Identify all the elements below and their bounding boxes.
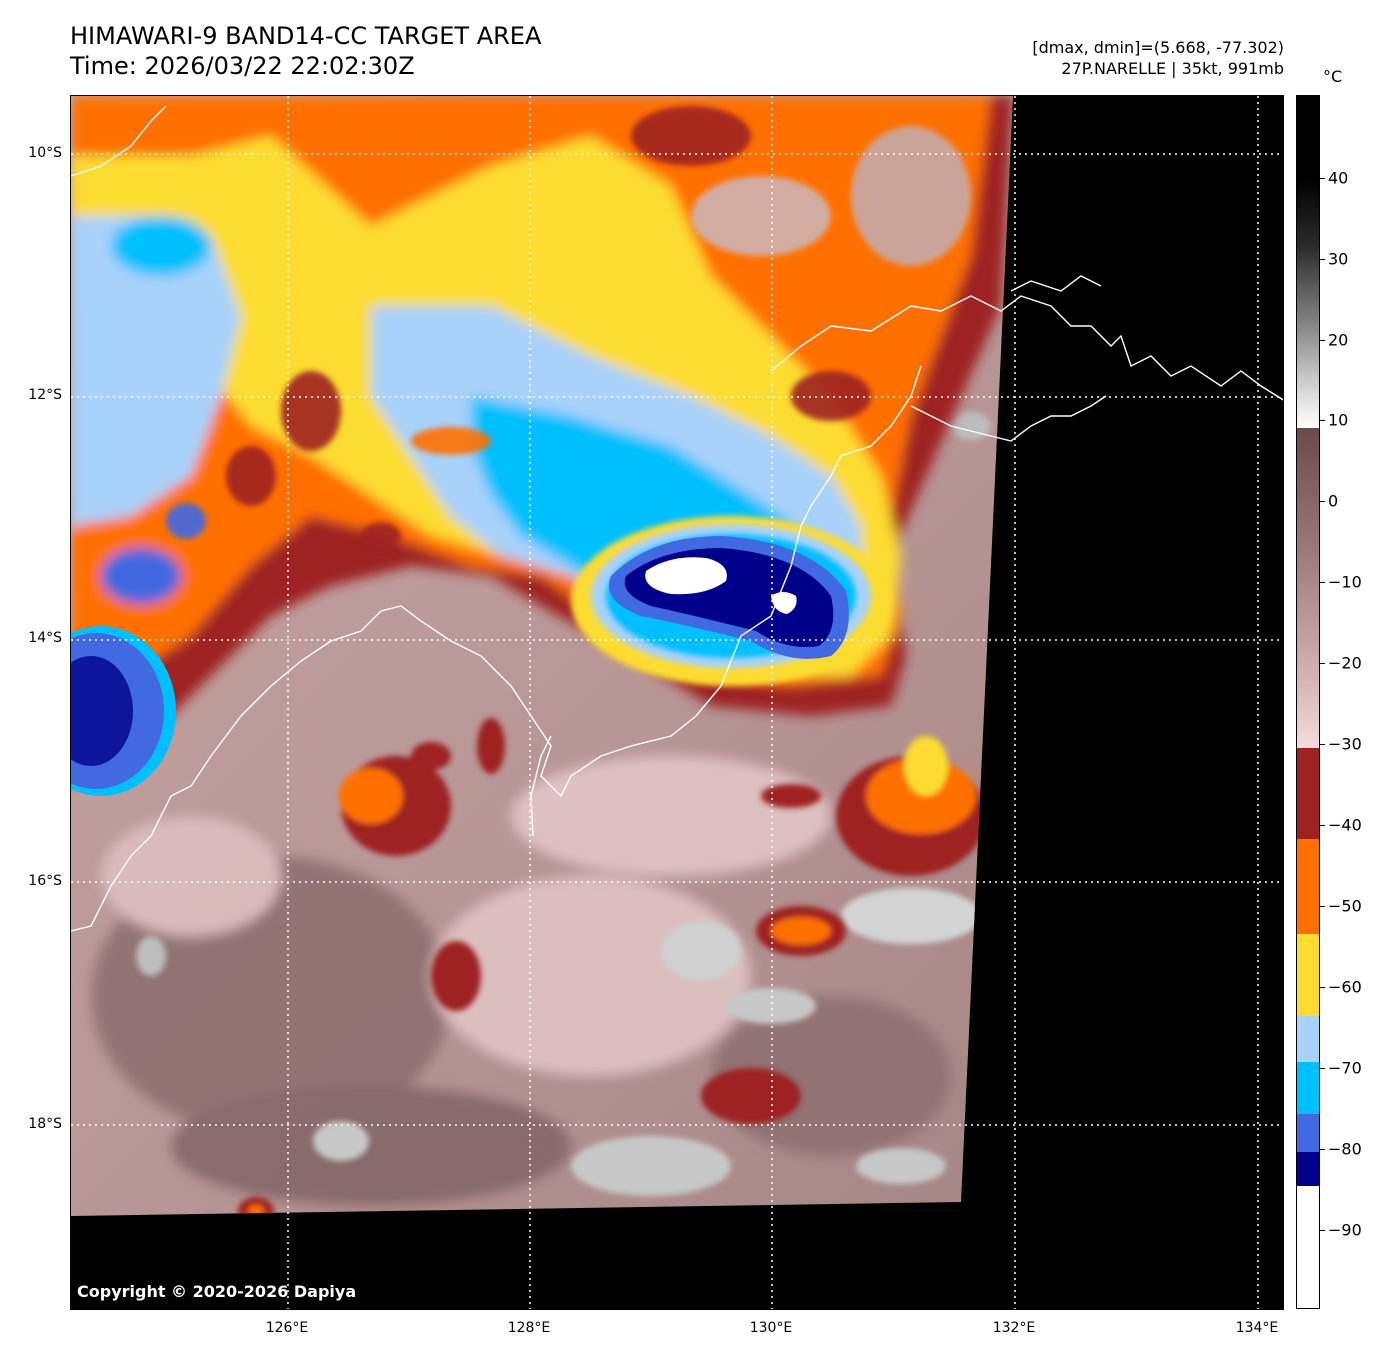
colorbar-label-minus60: −60 (1328, 977, 1362, 997)
colorbar-segment-yellow (1297, 934, 1319, 1016)
lat-label-18s: 18°S (28, 1116, 62, 1132)
colorbar-label-10: 10 (1328, 410, 1349, 430)
colorbar-segment-dark-red (1297, 748, 1319, 839)
colorbar-tick (1320, 582, 1325, 583)
colorbar-tick (1320, 906, 1325, 907)
colorbar-label-20: 20 (1328, 330, 1349, 350)
colorbar-tick (1320, 1068, 1325, 1069)
colorbar-label-minus20: −20 (1328, 653, 1362, 673)
colorbar-tick (1320, 825, 1325, 826)
lat-label-16s: 16°S (28, 873, 62, 889)
lon-label-134e: 134°E (1235, 1320, 1279, 1336)
lat-label-12s: 12°S (28, 387, 62, 403)
lat-label-14s: 14°S (28, 630, 62, 646)
colorbar-segment-grey (1297, 96, 1319, 428)
copyright-text: Copyright © 2020-2026 Dapiya (77, 1282, 357, 1301)
colorbar-tick (1320, 744, 1325, 745)
colorbar-tick (1320, 259, 1325, 260)
lon-label-132e: 132°E (992, 1320, 1036, 1336)
storm-core (571, 516, 891, 686)
colorbar-segment-orange (1297, 839, 1319, 934)
colorbar-label-minus40: −40 (1328, 815, 1362, 835)
colorbar-label-0: 0 (1328, 491, 1339, 511)
west-convection (71, 626, 176, 796)
colorbar-segment-navy (1297, 1152, 1319, 1186)
colorbar (1296, 95, 1320, 1309)
colorbar-segment-cyan (1297, 1062, 1319, 1114)
colorbar-tick (1320, 501, 1325, 502)
storm-info-label: 27P.NARELLE | 35kt, 991mb (1061, 59, 1284, 78)
colorbar-label-minus30: −30 (1328, 734, 1362, 754)
colorbar-segment-pink (1297, 428, 1319, 748)
lon-label-128e: 128°E (507, 1320, 551, 1336)
colorbar-segment-royal-blue (1297, 1114, 1319, 1152)
colorbar-tick (1320, 420, 1325, 421)
colorbar-segment-light-blue (1297, 1016, 1319, 1062)
colorbar-label-40: 40 (1328, 168, 1349, 188)
colorbar-unit: °C (1323, 67, 1343, 86)
colorbar-tick (1320, 1230, 1325, 1231)
coastline (71, 105, 1283, 932)
colorbar-tick (1320, 1149, 1325, 1150)
satellite-imagery (71, 96, 1283, 1309)
data-range-label: [dmax, dmin]=(5.668, -77.302) (1032, 38, 1284, 57)
colorbar-segment-white (1297, 1186, 1319, 1308)
colorbar-label-minus90: −90 (1328, 1220, 1362, 1240)
chart-title: HIMAWARI-9 BAND14-CC TARGET AREA (70, 22, 542, 50)
satellite-map: Copyright © 2020-2026 Dapiya (70, 95, 1284, 1310)
lon-label-130e: 130°E (749, 1320, 793, 1336)
colorbar-tick (1320, 663, 1325, 664)
lon-label-126e: 126°E (265, 1320, 309, 1336)
colorbar-label-minus70: −70 (1328, 1058, 1362, 1078)
lat-label-10s: 10°S (28, 145, 62, 161)
colorbar-label-30: 30 (1328, 249, 1349, 269)
chart-time: Time: 2026/03/22 22:02:30Z (70, 52, 415, 80)
colorbar-tick (1320, 987, 1325, 988)
colorbar-tick (1320, 340, 1325, 341)
colorbar-label-minus10: −10 (1328, 572, 1362, 592)
graticule (71, 96, 1283, 1309)
colorbar-label-minus80: −80 (1328, 1139, 1362, 1159)
cloud-top-layer (71, 96, 1013, 1216)
colorbar-tick (1320, 178, 1325, 179)
colorbar-label-minus50: −50 (1328, 896, 1362, 916)
